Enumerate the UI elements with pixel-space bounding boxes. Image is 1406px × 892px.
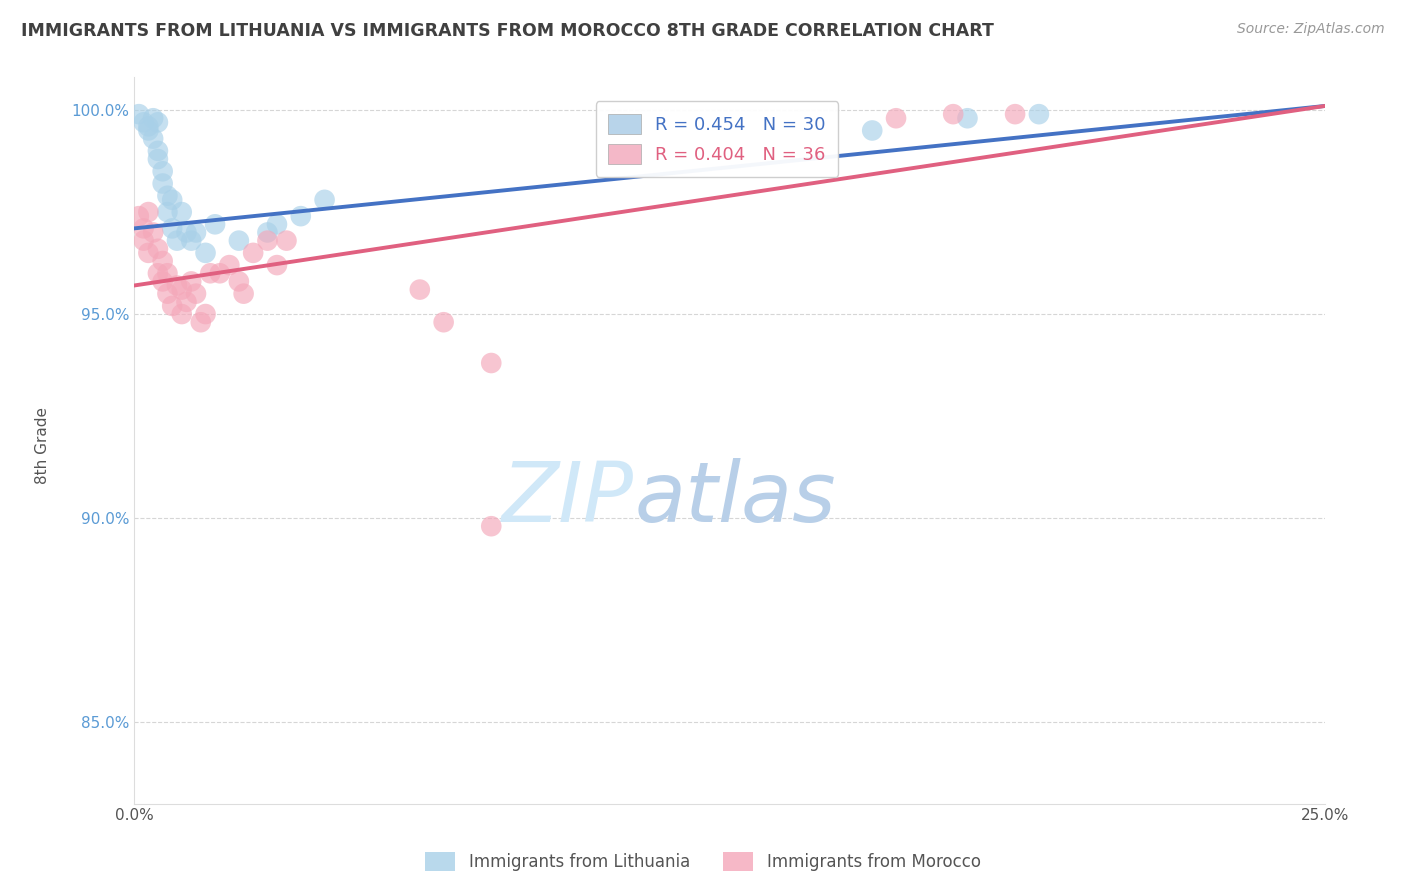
Text: Source: ZipAtlas.com: Source: ZipAtlas.com xyxy=(1237,22,1385,37)
Point xyxy=(142,112,165,126)
Point xyxy=(166,234,188,248)
Point xyxy=(256,234,278,248)
Point xyxy=(142,131,165,145)
Point xyxy=(228,274,250,288)
Point xyxy=(266,217,288,231)
Point xyxy=(152,274,174,288)
Text: ZIP: ZIP xyxy=(502,458,634,539)
Point xyxy=(256,226,278,240)
Point xyxy=(242,245,264,260)
Point xyxy=(170,205,193,219)
Point xyxy=(152,164,174,178)
Point xyxy=(128,209,150,223)
Point xyxy=(180,234,202,248)
Point xyxy=(138,120,160,134)
Point xyxy=(200,266,222,280)
Point xyxy=(146,266,169,280)
Point xyxy=(152,254,174,268)
Point xyxy=(146,115,169,129)
Point xyxy=(218,258,240,272)
Point xyxy=(860,123,883,137)
Legend: Immigrants from Lithuania, Immigrants from Morocco: Immigrants from Lithuania, Immigrants fr… xyxy=(418,843,988,880)
Point xyxy=(156,286,179,301)
Point xyxy=(138,123,160,137)
Point xyxy=(132,115,155,129)
Point xyxy=(142,226,165,240)
Point xyxy=(194,307,217,321)
Point xyxy=(232,286,254,301)
Point xyxy=(1004,107,1026,121)
Text: 8th Grade: 8th Grade xyxy=(35,408,49,484)
Point xyxy=(128,107,150,121)
Point xyxy=(160,299,183,313)
Point xyxy=(479,519,502,533)
Point xyxy=(156,266,179,280)
Point xyxy=(942,107,965,121)
Point xyxy=(156,205,179,219)
Point xyxy=(190,315,212,329)
Point xyxy=(433,315,456,329)
Point xyxy=(166,278,188,293)
Point xyxy=(146,242,169,256)
Point xyxy=(138,205,160,219)
Point xyxy=(170,307,193,321)
Point xyxy=(409,283,432,297)
Point xyxy=(176,294,198,309)
Point xyxy=(132,221,155,235)
Point xyxy=(1028,107,1050,121)
Point xyxy=(228,234,250,248)
Point xyxy=(194,245,217,260)
Point xyxy=(160,193,183,207)
Legend: R = 0.454   N = 30, R = 0.404   N = 36: R = 0.454 N = 30, R = 0.404 N = 36 xyxy=(596,101,838,177)
Point xyxy=(146,152,169,166)
Point xyxy=(146,144,169,158)
Point xyxy=(184,286,207,301)
Text: atlas: atlas xyxy=(634,458,835,539)
Point xyxy=(156,188,179,202)
Point xyxy=(160,221,183,235)
Point xyxy=(266,258,288,272)
Point xyxy=(138,245,160,260)
Point xyxy=(276,234,298,248)
Point xyxy=(180,274,202,288)
Point xyxy=(208,266,231,280)
Point xyxy=(132,234,155,248)
Point xyxy=(290,209,312,223)
Point xyxy=(184,226,207,240)
Point xyxy=(479,356,502,370)
Point xyxy=(152,177,174,191)
Point xyxy=(314,193,336,207)
Point xyxy=(176,226,198,240)
Point xyxy=(956,112,979,126)
Point xyxy=(204,217,226,231)
Point xyxy=(170,283,193,297)
Point xyxy=(884,112,907,126)
Text: IMMIGRANTS FROM LITHUANIA VS IMMIGRANTS FROM MOROCCO 8TH GRADE CORRELATION CHART: IMMIGRANTS FROM LITHUANIA VS IMMIGRANTS … xyxy=(21,22,994,40)
